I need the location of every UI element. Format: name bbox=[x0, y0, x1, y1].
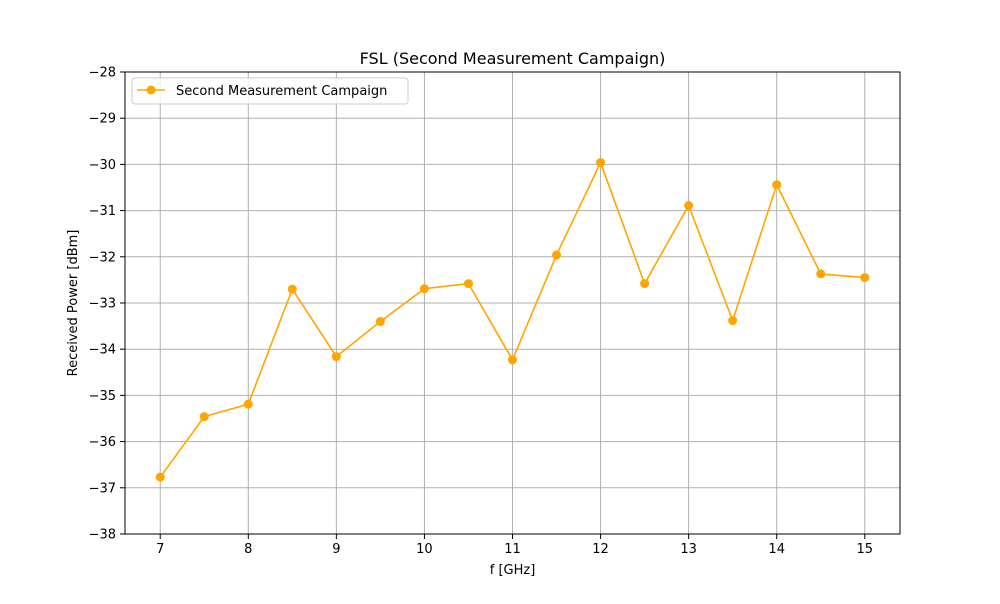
y-tick-label: −33 bbox=[89, 297, 116, 312]
x-tick-label: 14 bbox=[768, 542, 785, 557]
data-point bbox=[419, 284, 429, 294]
data-point bbox=[199, 412, 209, 422]
y-tick-label: −30 bbox=[89, 158, 116, 173]
y-tick-label: −37 bbox=[89, 481, 116, 496]
x-tick-label: 7 bbox=[156, 542, 164, 557]
data-point bbox=[860, 273, 870, 283]
data-point bbox=[552, 250, 562, 260]
y-tick-label: −35 bbox=[89, 389, 116, 404]
data-point bbox=[596, 158, 606, 168]
x-tick-label: 12 bbox=[592, 542, 609, 557]
data-point bbox=[640, 279, 650, 289]
chart-title: FSL (Second Measurement Campaign) bbox=[360, 49, 666, 68]
x-tick-label: 8 bbox=[244, 542, 252, 557]
data-point bbox=[155, 472, 165, 482]
series-layer bbox=[155, 158, 870, 482]
data-point bbox=[375, 316, 385, 326]
y-tick-label: −32 bbox=[89, 250, 116, 265]
y-tick-label: −28 bbox=[89, 66, 116, 81]
y-tick-label: −31 bbox=[89, 204, 116, 219]
y-tick-label: −36 bbox=[89, 435, 116, 450]
data-point bbox=[508, 355, 517, 365]
y-tick-label: −29 bbox=[89, 112, 116, 127]
data-point bbox=[287, 284, 297, 294]
data-point bbox=[772, 180, 782, 190]
x-tick-label: 13 bbox=[680, 542, 697, 557]
data-point bbox=[684, 201, 694, 211]
data-point bbox=[816, 269, 826, 279]
x-tick-label: 15 bbox=[856, 542, 873, 557]
data-point bbox=[728, 316, 738, 326]
x-tick-label: 10 bbox=[416, 542, 433, 557]
data-point bbox=[331, 352, 341, 362]
x-tick-label: 9 bbox=[332, 542, 340, 557]
data-point bbox=[243, 399, 253, 409]
legend: Second Measurement Campaign bbox=[131, 77, 409, 105]
legend-entry-label: Second Measurement Campaign bbox=[176, 84, 387, 99]
x-tick-label: 11 bbox=[504, 542, 521, 557]
legend-box bbox=[131, 77, 409, 105]
y-axis-label: Received Power [dBm] bbox=[66, 230, 81, 377]
legend-marker-swatch bbox=[146, 85, 156, 95]
axis-ticks: 7 8 9 10 11 12 13 14 15 −38 −37 −36 −35 −34 −33 −32 −31 −… bbox=[89, 66, 873, 558]
x-axis-label: f [GHz] bbox=[490, 563, 536, 578]
data-point bbox=[463, 279, 473, 289]
y-tick-label: −34 bbox=[89, 343, 116, 358]
y-tick-label: −38 bbox=[89, 528, 116, 543]
